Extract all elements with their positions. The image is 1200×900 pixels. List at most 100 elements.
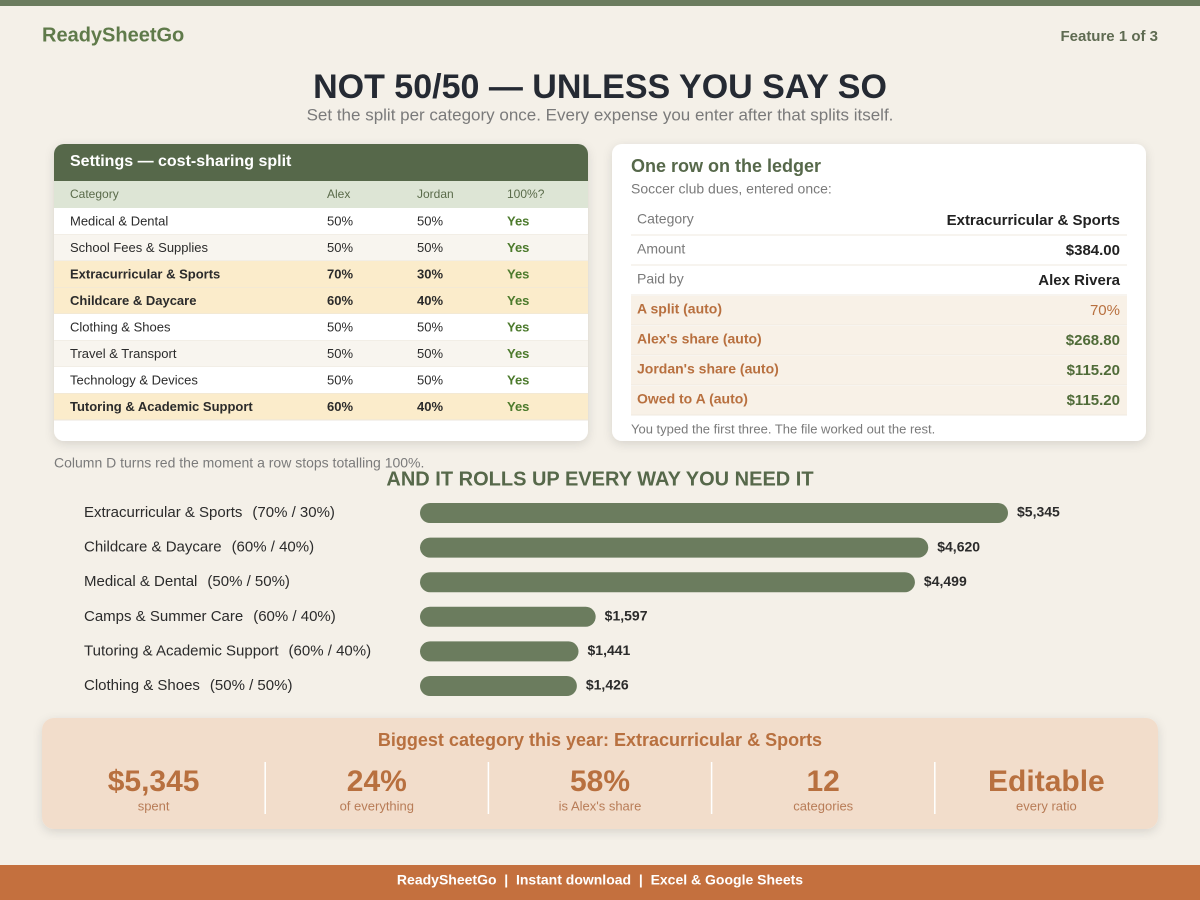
table-cell: Yes — [507, 266, 529, 281]
table-cell: Technology & Devices — [70, 372, 198, 387]
table-cell: Travel & Transport — [70, 346, 177, 361]
stats-band: Biggest category this year: Extracurricu… — [42, 718, 1158, 829]
table-cell: Tutoring & Academic Support — [70, 399, 253, 414]
brand: ReadySheetGo — [42, 24, 184, 46]
table-cell: Yes — [507, 293, 529, 308]
bar — [420, 537, 929, 558]
table-cell: Medical & Dental — [70, 213, 168, 228]
card-note: You typed the first three. The file work… — [631, 421, 935, 436]
table-row — [54, 234, 588, 261]
bar-chart: Extracurricular & Sports (70% / 30%) $5,34… — [84, 503, 1060, 696]
stat-caption: of everything — [340, 798, 414, 813]
table-cell: 50% — [327, 346, 353, 361]
bar — [420, 676, 577, 696]
category-label: Medical & Dental (50% / 50%) — [84, 573, 290, 590]
ledger-value: $115.20 — [1067, 392, 1120, 409]
settings-card: Settings — cost-sharing split Category Al… — [54, 144, 588, 441]
column-header: Alex — [327, 187, 350, 201]
top-stripe — [0, 0, 1200, 6]
ledger-value: Extracurricular & Sports — [947, 212, 1120, 229]
category-label: Camps & Summer Care (60% / 40%) — [84, 608, 336, 625]
bar — [420, 503, 1008, 523]
card-title: One row on the ledger — [631, 156, 821, 176]
table-row — [54, 287, 588, 314]
category-name: Childcare & Daycare — [84, 539, 222, 556]
ledger-row — [631, 356, 1127, 385]
bar — [420, 641, 579, 662]
subheadline: Set the split per category once. Every e… — [307, 105, 894, 124]
ledger-value: Alex Rivera — [1038, 272, 1120, 289]
table-cell: 50% — [417, 240, 443, 255]
table-cell: 50% — [327, 319, 353, 334]
band — [42, 718, 1158, 829]
value-label: $1,597 — [605, 608, 648, 624]
card-title: Settings — cost-sharing split — [70, 153, 292, 170]
column-header: 100%? — [507, 187, 545, 201]
feature-counter: Feature 1 of 3 — [1060, 28, 1158, 45]
stat-value: Editable — [988, 765, 1105, 798]
ledger-value: 70% — [1090, 302, 1120, 319]
table-row — [54, 208, 588, 235]
column-header-row — [54, 181, 588, 208]
category-name: Clothing & Shoes — [84, 677, 200, 694]
ledger-card: One row on the ledger Soccer club dues, … — [612, 144, 1146, 441]
category-split: (60% / 40%) — [253, 608, 336, 625]
table-cell: 50% — [417, 213, 443, 228]
ledger-value: $115.20 — [1067, 362, 1120, 379]
table-cell: Yes — [507, 346, 529, 361]
ledger-label: Paid by — [637, 271, 684, 287]
bar — [420, 606, 596, 627]
column-header: Category — [70, 187, 119, 201]
table-cell: Yes — [507, 319, 529, 334]
category-split: (50% / 50%) — [210, 677, 293, 694]
category-split: (50% / 50%) — [207, 573, 290, 590]
table-cell: 50% — [417, 319, 443, 334]
ledger-label: Alex's share (auto) — [637, 331, 762, 347]
headline: NOT 50/50 — UNLESS YOU SAY SO — [313, 68, 887, 106]
table-cell: Clothing & Shoes — [70, 319, 171, 334]
table-cell: 50% — [327, 372, 353, 387]
footer-band — [0, 865, 1200, 900]
category-name: Tutoring & Academic Support — [84, 642, 279, 659]
table-cell: 30% — [417, 266, 443, 281]
stat-value: 58% — [570, 765, 630, 798]
table-cell: Extracurricular & Sports — [70, 266, 220, 281]
table-cell: 50% — [417, 372, 443, 387]
table-cell: School Fees & Supplies — [70, 240, 209, 255]
category-label: Extracurricular & Sports (70% / 30%) — [84, 504, 335, 521]
table-cell: 50% — [327, 213, 353, 228]
ledger-label: Owed to A (auto) — [637, 391, 748, 407]
table-cell: Yes — [507, 372, 529, 387]
table-cell: 50% — [417, 346, 443, 361]
table-row — [54, 340, 588, 367]
category-split: (60% / 40%) — [289, 642, 372, 659]
chart-title: AND IT ROLLS UP EVERY WAY YOU NEED IT — [386, 468, 813, 490]
ledger-label: Amount — [637, 241, 685, 257]
settings-table — [54, 144, 588, 421]
table-cell: Yes — [507, 240, 529, 255]
ledger-value: $268.80 — [1066, 332, 1120, 349]
table-row — [54, 314, 588, 341]
ledger-label: A split (auto) — [637, 301, 722, 317]
ledger-row — [631, 296, 1127, 325]
ledger-row — [631, 386, 1127, 415]
table-cell: Childcare & Daycare — [70, 293, 196, 308]
card-header — [54, 144, 588, 181]
table-cell: 70% — [327, 266, 353, 281]
value-label: $4,620 — [937, 538, 980, 554]
table-cell: Yes — [507, 399, 529, 414]
footer-text: ReadySheetGo | Instant download | Excel … — [397, 872, 803, 888]
ledger-value: $384.00 — [1066, 242, 1120, 259]
stat-value: $5,345 — [108, 765, 200, 798]
category-split: (60% / 40%) — [232, 539, 315, 556]
category-name: Camps & Summer Care — [84, 608, 243, 625]
bar — [420, 572, 915, 593]
settings-note: Column D turns red the moment a row stop… — [54, 455, 424, 471]
ledger-row — [631, 326, 1127, 355]
table-cell: 40% — [417, 293, 443, 308]
table-row — [54, 367, 588, 394]
table-cell: Yes — [507, 213, 529, 228]
stat-caption: spent — [138, 798, 170, 813]
table-row — [54, 261, 588, 288]
